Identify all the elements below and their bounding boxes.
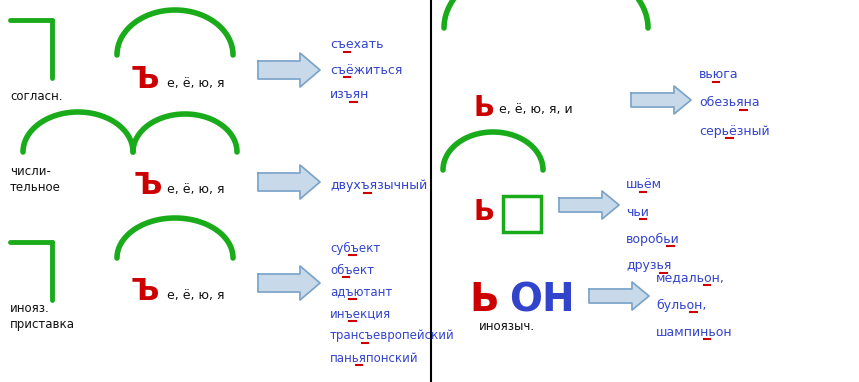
Text: Ъ: Ъ <box>131 277 159 306</box>
Text: иноязыч.: иноязыч. <box>479 320 535 333</box>
Text: серьёзный: серьёзный <box>699 125 770 138</box>
Bar <box>503 196 541 232</box>
Text: е, ё, ю, я: е, ё, ю, я <box>167 78 224 91</box>
Text: е, ё, ю, я, и: е, ё, ю, я, и <box>499 104 573 117</box>
Text: друзья: друзья <box>626 259 672 272</box>
Polygon shape <box>258 266 320 300</box>
Text: субъект: субъект <box>330 241 381 254</box>
Polygon shape <box>631 86 691 114</box>
Text: ОН: ОН <box>509 281 575 319</box>
Text: съёжиться: съёжиться <box>330 63 402 76</box>
Polygon shape <box>258 53 320 87</box>
Polygon shape <box>258 165 320 199</box>
Text: изъян: изъян <box>330 89 369 102</box>
Text: обезьяна: обезьяна <box>699 97 759 110</box>
Text: Ъ: Ъ <box>131 65 159 94</box>
Text: адъютант: адъютант <box>330 285 393 298</box>
Text: Ь: Ь <box>473 198 494 226</box>
Text: Ь: Ь <box>473 94 494 122</box>
Text: трансъевропейский: трансъевропейский <box>330 330 454 343</box>
Text: е, ё, ю, я: е, ё, ю, я <box>167 183 224 196</box>
Text: Ь: Ь <box>469 281 498 319</box>
Text: вьюга: вьюга <box>699 68 739 81</box>
Text: е, ё, ю, я: е, ё, ю, я <box>167 290 224 303</box>
Text: шьём: шьём <box>626 178 662 191</box>
Text: шампиньон: шампиньон <box>656 325 733 338</box>
Text: Ъ: Ъ <box>134 172 162 201</box>
Text: двухъязычный: двухъязычный <box>330 180 427 193</box>
Text: бульон,: бульон, <box>656 298 706 312</box>
Text: инъекция: инъекция <box>330 308 391 320</box>
Text: съехать: съехать <box>330 39 383 52</box>
Polygon shape <box>559 191 619 219</box>
Text: паньяпонский: паньяпонский <box>330 351 418 364</box>
Text: воробьи: воробьи <box>626 233 679 246</box>
Text: медальон,: медальон, <box>656 272 725 285</box>
Text: согласн.: согласн. <box>10 90 63 103</box>
Text: чьи: чьи <box>626 206 649 219</box>
Text: инояз.
приставка: инояз. приставка <box>10 302 75 331</box>
Polygon shape <box>589 282 649 310</box>
Text: числи-
тельное: числи- тельное <box>10 165 61 194</box>
Text: объект: объект <box>330 264 374 277</box>
